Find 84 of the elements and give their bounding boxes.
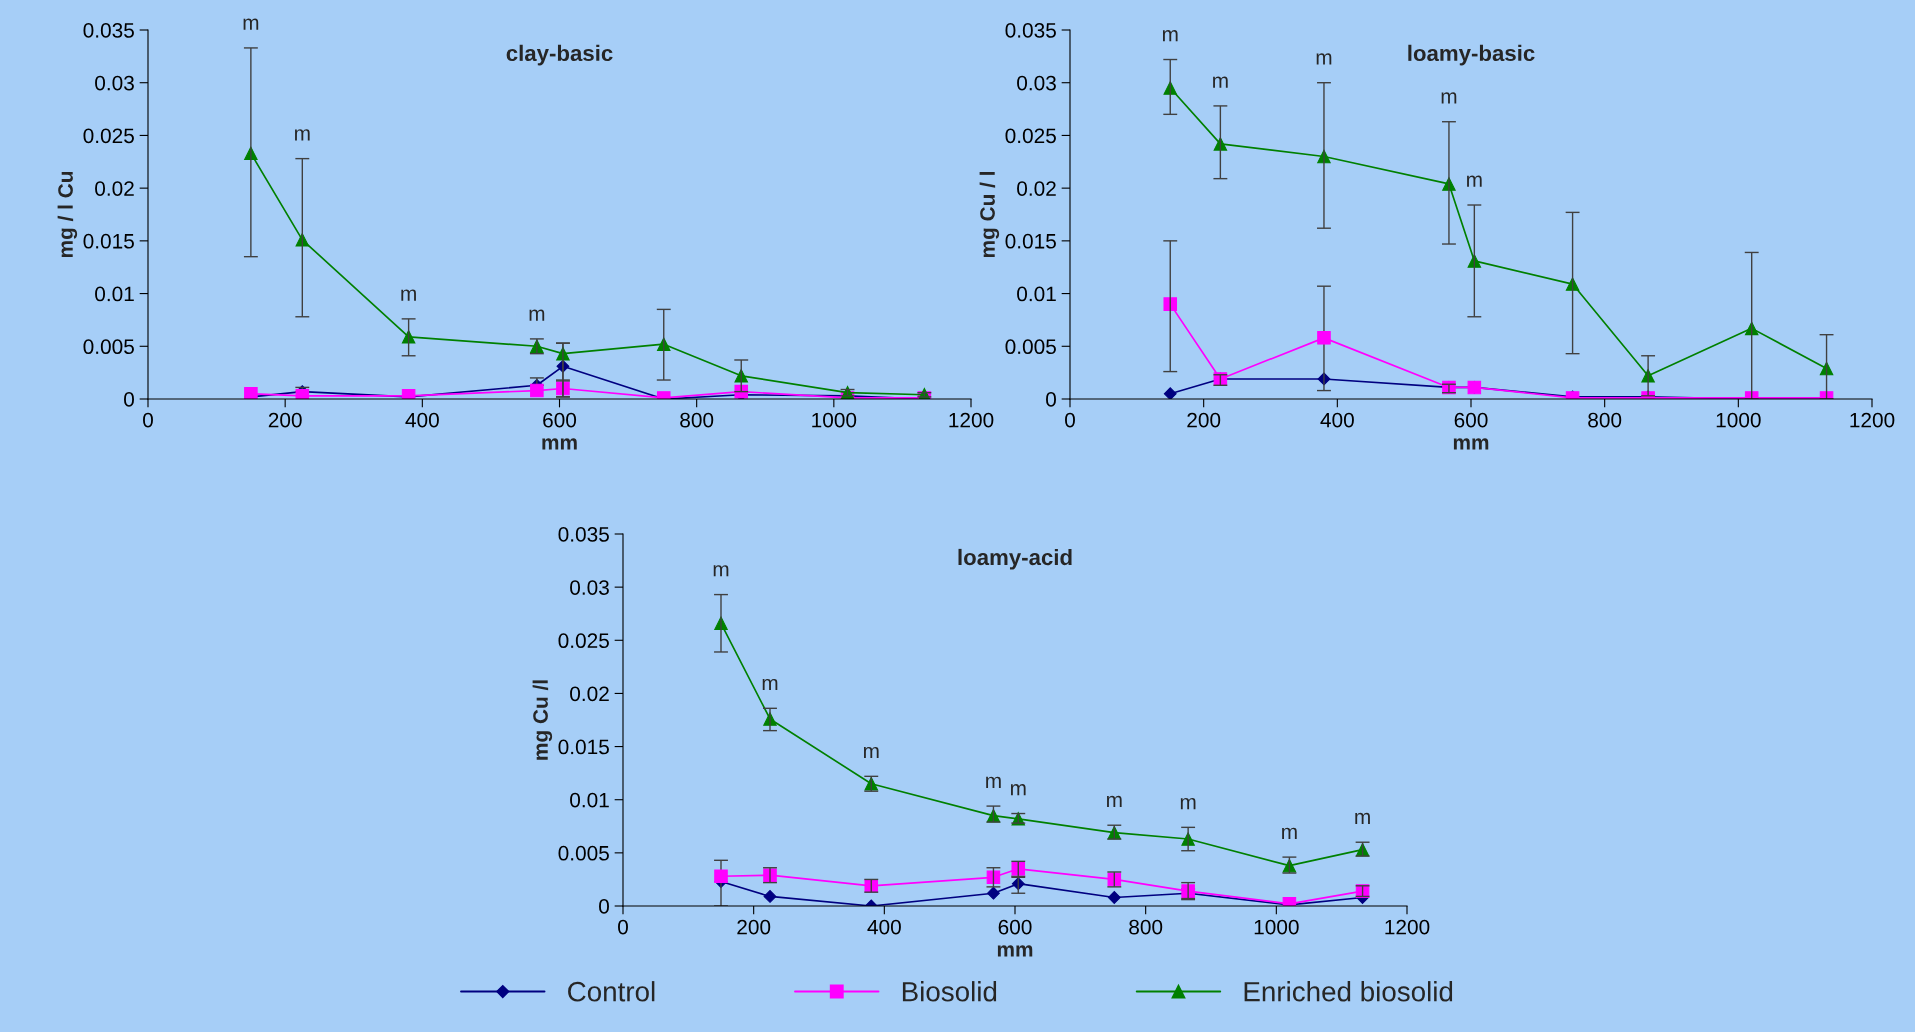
x-tick-label: 400 bbox=[405, 412, 439, 428]
x-tick-label: 400 bbox=[1320, 412, 1354, 428]
x-tick-label: 800 bbox=[680, 412, 714, 428]
point bbox=[1163, 297, 1178, 311]
x-tick-label: 200 bbox=[1187, 412, 1221, 428]
y-tick-label: 0.025 bbox=[558, 633, 609, 649]
y-axis-title: mg / l Cu bbox=[57, 171, 78, 258]
y-tick-label: 0.03 bbox=[570, 580, 609, 595]
x-tick-label: 400 bbox=[867, 919, 901, 935]
y-tick-label: 0.01 bbox=[95, 286, 134, 302]
y-tick-label: 0.02 bbox=[95, 181, 134, 196]
annotation: m bbox=[1282, 827, 1297, 839]
x-tick-label: 600 bbox=[543, 412, 577, 428]
x-tick-label: 1000 bbox=[1254, 919, 1299, 935]
y-tick-label: 0.035 bbox=[1005, 23, 1056, 38]
annotation: m bbox=[1355, 812, 1370, 825]
y-tick-label: 0.035 bbox=[558, 527, 609, 542]
point bbox=[763, 890, 777, 903]
y-tick-label: 0.025 bbox=[83, 128, 134, 144]
y-tick-label: 0 bbox=[1046, 392, 1056, 407]
y-tick-label: 0.005 bbox=[558, 845, 609, 861]
x-tick-label: 800 bbox=[1588, 412, 1622, 428]
x-tick-label: 1000 bbox=[1716, 412, 1761, 428]
annotation: m bbox=[986, 776, 1001, 788]
y-tick-label: 0 bbox=[124, 392, 134, 407]
annotation: m bbox=[1441, 92, 1457, 104]
y-tick-label: 0.005 bbox=[1005, 339, 1056, 355]
text: loamy-basic bbox=[1408, 44, 1535, 66]
x-tick-label: 1200 bbox=[949, 412, 994, 428]
y-tick-label: 0.03 bbox=[1017, 75, 1056, 91]
legend-label: Control bbox=[568, 981, 655, 1002]
x-tick-label: 800 bbox=[1129, 919, 1163, 935]
legend-label: Enriched biosolid bbox=[1244, 981, 1453, 1002]
point bbox=[1163, 387, 1177, 399]
y-tick-label: 0.02 bbox=[1017, 181, 1056, 196]
annotation: m bbox=[1467, 175, 1482, 187]
x-tick-label: 200 bbox=[737, 919, 771, 935]
y-tick-label: 0.025 bbox=[1005, 128, 1056, 144]
legend-label: Biosolid bbox=[902, 981, 997, 1002]
annotation: m bbox=[1180, 797, 1196, 810]
annotation: m bbox=[529, 309, 545, 321]
x-tick-label: 0 bbox=[618, 919, 628, 935]
x-tick-label: 0 bbox=[1065, 412, 1075, 428]
annotation: m bbox=[863, 746, 879, 759]
annotation: m bbox=[1162, 30, 1178, 42]
y-axis-title: mg Cu /l bbox=[532, 680, 553, 760]
y-tick-label: 0.02 bbox=[570, 686, 609, 702]
x-tick-label: 200 bbox=[268, 412, 302, 428]
annotation: m bbox=[762, 678, 778, 691]
y-axis-title: mg Cu / l bbox=[979, 171, 1000, 258]
annotation: m bbox=[713, 565, 729, 577]
y-tick-label: 0.035 bbox=[83, 23, 134, 38]
annotation: m bbox=[295, 129, 310, 141]
y-tick-label: 0.01 bbox=[570, 792, 609, 808]
point bbox=[530, 383, 544, 398]
y-tick-label: 0.01 bbox=[1017, 286, 1056, 302]
annotation: m bbox=[401, 289, 416, 301]
x-tick-label: 600 bbox=[998, 919, 1032, 935]
y-tick-label: 0.015 bbox=[83, 233, 134, 249]
x-tick-label: 0 bbox=[143, 412, 153, 428]
point bbox=[244, 386, 258, 399]
point bbox=[714, 869, 728, 884]
annotation: m bbox=[1010, 784, 1026, 796]
y-tick-label: 0.015 bbox=[1005, 233, 1056, 249]
text: loamy-acid bbox=[958, 548, 1072, 570]
y-tick-label: 0 bbox=[599, 899, 609, 914]
annotation: m bbox=[1213, 76, 1228, 88]
x-tick-label: 1200 bbox=[1850, 412, 1895, 428]
y-tick-label: 0.005 bbox=[83, 339, 134, 355]
annotation: m bbox=[1107, 795, 1122, 808]
x-axis-title: mm bbox=[1453, 438, 1489, 450]
x-axis-title: mm bbox=[542, 438, 577, 450]
y-tick-label: 0.03 bbox=[95, 75, 134, 91]
point bbox=[1107, 891, 1121, 904]
x-axis-title: mm bbox=[997, 945, 1033, 957]
text: m bbox=[243, 18, 259, 30]
point bbox=[1317, 331, 1331, 345]
x-tick-label: 1000 bbox=[812, 412, 857, 428]
text: clay-basic bbox=[506, 44, 613, 66]
x-tick-label: 600 bbox=[1454, 412, 1488, 428]
annotation: m bbox=[1316, 53, 1332, 65]
point bbox=[987, 886, 1000, 900]
y-tick-label: 0.015 bbox=[558, 739, 609, 755]
x-tick-label: 1200 bbox=[1385, 919, 1430, 935]
